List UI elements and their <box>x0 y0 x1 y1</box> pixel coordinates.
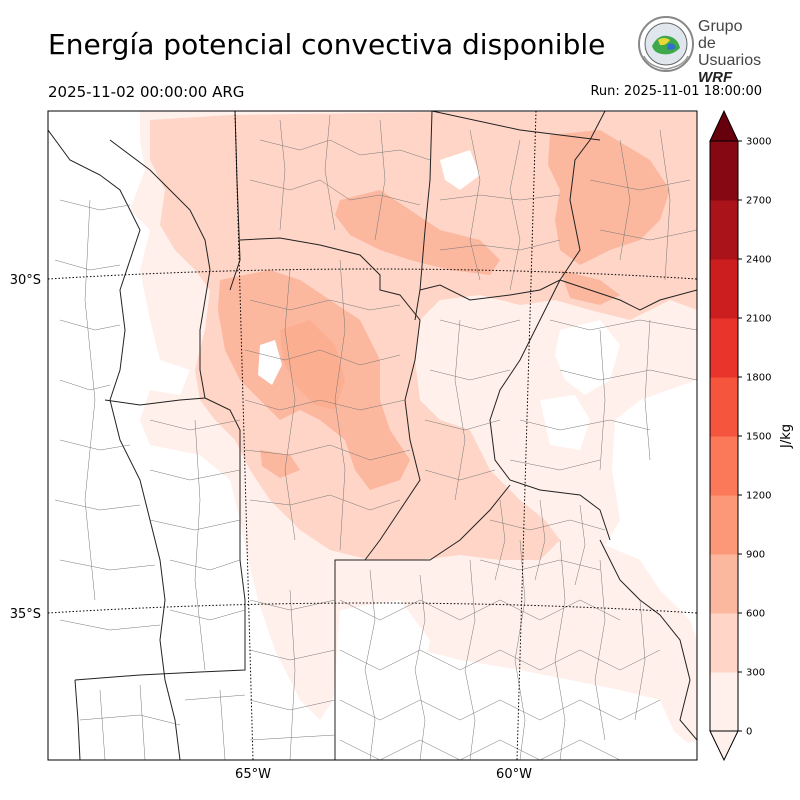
colorbar-bin <box>710 259 738 319</box>
logo-line-3: WRF <box>698 69 733 86</box>
colorbar-bin <box>710 554 738 614</box>
lon-label-65: 65°W <box>235 767 271 782</box>
graticule-lat-30 <box>48 268 697 280</box>
colorbar-bin <box>710 495 738 555</box>
colorbar-tick-label: 2100 <box>746 314 771 325</box>
colorbar-overflow-arrow <box>709 109 739 142</box>
colorbar-bin <box>710 613 738 673</box>
cape-level-900-1200 <box>280 320 345 410</box>
colorbar-tick-label: 900 <box>746 550 765 561</box>
wrf-logo: Grupo de Usuarios WRF <box>638 16 761 86</box>
border-corrientes <box>559 279 697 311</box>
colorbar-bin <box>710 200 738 260</box>
cape-level-600-900 <box>548 130 670 265</box>
colorbar-bin <box>710 318 738 378</box>
border-cordoba <box>239 237 421 561</box>
border-san-luis <box>74 397 246 681</box>
colorbar-tick-label: 300 <box>746 668 765 679</box>
border-andes <box>48 129 181 760</box>
lat-label-35: 35°S <box>10 607 41 622</box>
colorbar-tick-label: 1500 <box>746 432 771 443</box>
colorbar-bin <box>710 672 738 732</box>
logo-text: Grupo de Usuarios WRF <box>698 18 761 86</box>
lat-label-30: 30°S <box>10 273 41 288</box>
border-buenos-aires <box>334 484 511 760</box>
graticule-lat-35 <box>48 602 697 614</box>
border-west <box>104 269 211 406</box>
colorbar-tick-label: 2700 <box>746 196 771 207</box>
border-northwest <box>109 139 211 271</box>
cape-zero-area <box>440 150 480 190</box>
border-southwest <box>74 679 81 760</box>
colorbar-tick-label: 600 <box>746 609 765 620</box>
axis-labels: 30°S 35°S 65°W 60°W <box>10 273 532 782</box>
colorbar-underflow-arrow <box>709 730 739 762</box>
logo-line-1: Grupo de <box>698 18 743 52</box>
province-borders <box>48 111 697 760</box>
colorbar: 0 300 600 900 1200 1500 1800 2100 2400 2700 3000 J… <box>709 109 794 762</box>
cape-zero-area <box>258 340 282 385</box>
graticule <box>48 111 697 760</box>
border-uruguay <box>489 279 611 541</box>
lon-label-60: 60°W <box>496 767 532 782</box>
cape-level-600-900 <box>560 270 620 305</box>
page-title: Energía potencial convectiva disponible <box>48 28 606 61</box>
colorbar-unit: J/kg <box>779 424 794 449</box>
valid-time: 2025-11-02 00:00:00 ARG <box>48 83 245 101</box>
cape-zero-area <box>555 320 620 395</box>
cape-zero-area <box>540 395 590 450</box>
cape-level-600-900 <box>260 450 300 478</box>
colorbar-tick-label: 3000 <box>746 137 771 148</box>
colorbar-tick-label: 1200 <box>746 491 771 502</box>
cape-field <box>130 111 697 760</box>
map-frame <box>47 110 698 761</box>
cape-zero-area <box>330 600 430 760</box>
colorbar-tick-label: 1800 <box>746 373 771 384</box>
cape-level-600-900 <box>335 190 500 275</box>
colorbar-bin <box>710 377 738 437</box>
colorbar-tick-label: 2400 <box>746 255 771 266</box>
run-time: Run: 2025-11-01 18:00:00 <box>590 84 762 99</box>
cape-zero-area <box>420 670 697 760</box>
colorbar-bin <box>710 141 738 201</box>
globe-icon <box>638 16 694 72</box>
department-borders <box>54 114 697 760</box>
colorbar-tick-label: 0 <box>746 727 752 738</box>
border-river-plate <box>599 539 697 741</box>
logo-line-2: Usuarios <box>698 52 762 69</box>
border-santa-fe <box>414 111 433 321</box>
border-north-top <box>431 111 601 141</box>
colorbar-bin <box>710 436 738 496</box>
